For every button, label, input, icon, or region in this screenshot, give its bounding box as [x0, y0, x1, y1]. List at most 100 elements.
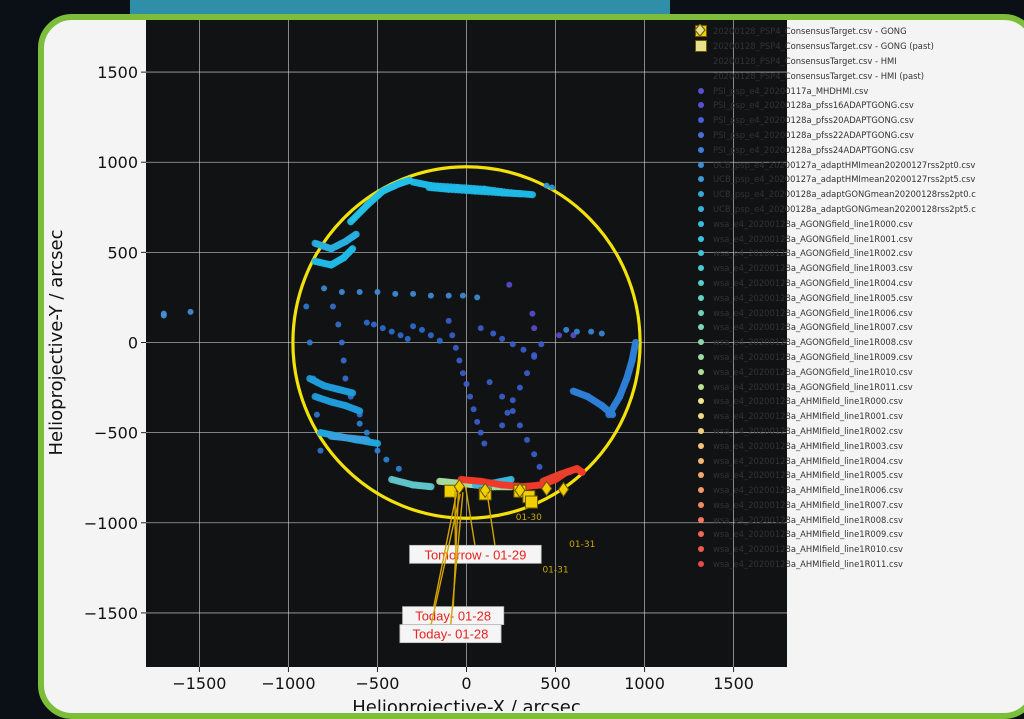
scatter-point	[574, 329, 580, 335]
legend-item: wsa_e4_20200128a_AHMIfield_line1R004.csv	[694, 453, 1024, 468]
legend-marker-icon	[694, 367, 708, 377]
legend-item: wsa_e4_20200128a_AHMIfield_line1R007.csv	[694, 498, 1024, 513]
legend-label: wsa_e4_20200128a_AGONGfield_line1R006.cs…	[713, 308, 913, 318]
scatter-point	[510, 408, 516, 414]
legend-label: wsa_e4_20200128a_AGONGfield_line1R003.cs…	[713, 263, 913, 273]
scatter-point	[371, 321, 377, 327]
y-tick-label: 1500	[97, 63, 138, 82]
legend-item: wsa_e4_20200128a_AHMIfield_line1R001.csv	[694, 409, 1024, 424]
scatter-point	[490, 330, 496, 336]
scatter-point	[396, 466, 402, 472]
legend-label: UCB_psp_e4_20200127a_adaptHMImean2020012…	[713, 160, 975, 170]
legend-label: wsa_e4_20200128a_AHMIfield_line1R003.csv	[713, 441, 903, 451]
legend-label: wsa_e4_20200128a_AGONGfield_line1R002.cs…	[713, 248, 913, 258]
legend-label: wsa_e4_20200128a_AHMIfield_line1R010.csv	[713, 544, 903, 554]
scatter-point	[335, 321, 341, 327]
legend-item: UCB_psp_e4_20200127a_adaptHMImean2020012…	[694, 172, 1024, 187]
scatter-point	[453, 345, 459, 351]
legend-marker-icon	[694, 234, 708, 244]
scatter-point	[410, 323, 416, 329]
scatter-point	[307, 340, 313, 346]
legend-label: wsa_e4_20200128a_AHMIfield_line1R011.csv	[713, 559, 903, 569]
legend-item: wsa_e4_20200128a_AHMIfield_line1R000.csv	[694, 394, 1024, 409]
legend-marker-icon	[694, 263, 708, 273]
legend-marker-icon	[694, 100, 708, 110]
legend-label: UCB_psp_e4_20200127a_adaptHMImean2020012…	[713, 174, 975, 184]
x-tick-label: −1500	[172, 674, 226, 693]
legend-item: UCB_psp_e4_20200128a_adaptGONGmean202001…	[694, 187, 1024, 202]
scatter-point	[599, 330, 605, 336]
legend-label: 20200128_PSP4_ConsensusTarget.csv - HMI	[713, 56, 897, 66]
target-label: Tomorrow - 01-29	[410, 545, 542, 563]
legend-label: wsa_e4_20200128a_AHMIfield_line1R008.csv	[713, 515, 903, 525]
track-point	[427, 483, 434, 490]
legend-item: PSI_psp_e4_20200128a_pfss22ADAPTGONG.csv	[694, 128, 1024, 143]
legend-item: PSI_psp_e4_20200128a_pfss24ADAPTGONG.csv	[694, 142, 1024, 157]
scatter-point	[487, 379, 493, 385]
track-point	[609, 411, 616, 418]
legend-item: wsa_e4_20200128a_AHMIfield_line1R010.csv	[694, 542, 1024, 557]
legend-label: wsa_e4_20200128a_AHMIfield_line1R002.csv	[713, 426, 903, 436]
scatter-point	[341, 358, 347, 364]
legend-label: wsa_e4_20200128a_AHMIfield_line1R006.csv	[713, 485, 903, 495]
legend-item: wsa_e4_20200128a_AGONGfield_line1R010.cs…	[694, 364, 1024, 379]
target-label: Today- 01-28	[403, 607, 504, 625]
legend-label: wsa_e4_20200128a_AGONGfield_line1R009.cs…	[713, 352, 913, 362]
legend-item: 20200128_PSP4_ConsensusTarget.csv - GONG	[694, 24, 1024, 39]
legend-marker-icon	[694, 248, 708, 258]
scatter-point	[563, 327, 569, 333]
date-label: 01-30	[516, 513, 542, 523]
x-tick-label: 1000	[624, 674, 665, 693]
scatter-point	[321, 285, 327, 291]
legend-item: 20200128_PSP4_ConsensusTarget.csv - HMI …	[694, 68, 1024, 83]
scatter-point	[398, 332, 404, 338]
scatter-point	[364, 320, 370, 326]
track-point	[356, 407, 363, 414]
scatter-point	[524, 370, 530, 376]
legend-marker-icon	[694, 441, 708, 451]
legend-marker-icon	[694, 382, 708, 392]
scatter-point	[392, 291, 398, 297]
scatter-point	[389, 329, 395, 335]
legend-item: wsa_e4_20200128a_AGONGfield_line1R003.cs…	[694, 261, 1024, 276]
legend-label: wsa_e4_20200128a_AGONGfield_line1R000.cs…	[713, 219, 913, 229]
target-label: Today- 01-28	[400, 625, 501, 643]
legend-item: wsa_e4_20200128a_AGONGfield_line1R007.cs…	[694, 320, 1024, 335]
legend-item: wsa_e4_20200128a_AGONGfield_line1R009.cs…	[694, 350, 1024, 365]
legend-marker-icon	[694, 470, 708, 480]
legend-marker-icon	[694, 115, 708, 125]
scatter-point	[374, 448, 380, 454]
legend-label: wsa_e4_20200128a_AHMIfield_line1R004.csv	[713, 456, 903, 466]
legend-label: wsa_e4_20200128a_AHMIfield_line1R001.csv	[713, 411, 903, 421]
y-tick-label: −1500	[84, 604, 138, 623]
legend-item: wsa_e4_20200128a_AGONGfield_line1R000.cs…	[694, 216, 1024, 231]
legend-marker-icon	[694, 485, 708, 495]
legend-marker-icon	[694, 529, 708, 539]
legend-item: 20200128_PSP4_ConsensusTarget.csv - HMI	[694, 54, 1024, 69]
scatter-point	[330, 303, 336, 309]
scatter-point	[544, 183, 550, 189]
legend-marker-icon	[694, 278, 708, 288]
scatter-point	[588, 329, 594, 335]
scatter-point	[383, 457, 389, 463]
legend-marker-icon	[694, 145, 708, 155]
scatter-point	[499, 394, 505, 400]
scatter-point	[303, 303, 309, 309]
gong-target-square	[525, 496, 537, 508]
scatter-point	[317, 448, 323, 454]
target-label-text: Today- 01-28	[413, 627, 489, 642]
scatter-point	[531, 325, 537, 331]
scatter-point	[419, 327, 425, 333]
legend-label: wsa_e4_20200128a_AGONGfield_line1R007.cs…	[713, 322, 913, 332]
legend-item: wsa_e4_20200128a_AGONGfield_line1R004.cs…	[694, 276, 1024, 291]
y-tick-label: −1000	[84, 514, 138, 533]
scatter-point	[504, 410, 510, 416]
y-tick-label: 1000	[97, 153, 138, 172]
scatter-point	[520, 347, 526, 353]
date-label: 01-31	[569, 540, 595, 550]
scatter-point	[405, 336, 411, 342]
legend-marker-icon	[694, 456, 708, 466]
legend-item: wsa_e4_20200128a_AGONGfield_line1R001.cs…	[694, 231, 1024, 246]
legend-label: UCB_psp_e4_20200128a_adaptGONGmean202001…	[713, 204, 976, 214]
scatter-point	[478, 430, 484, 436]
